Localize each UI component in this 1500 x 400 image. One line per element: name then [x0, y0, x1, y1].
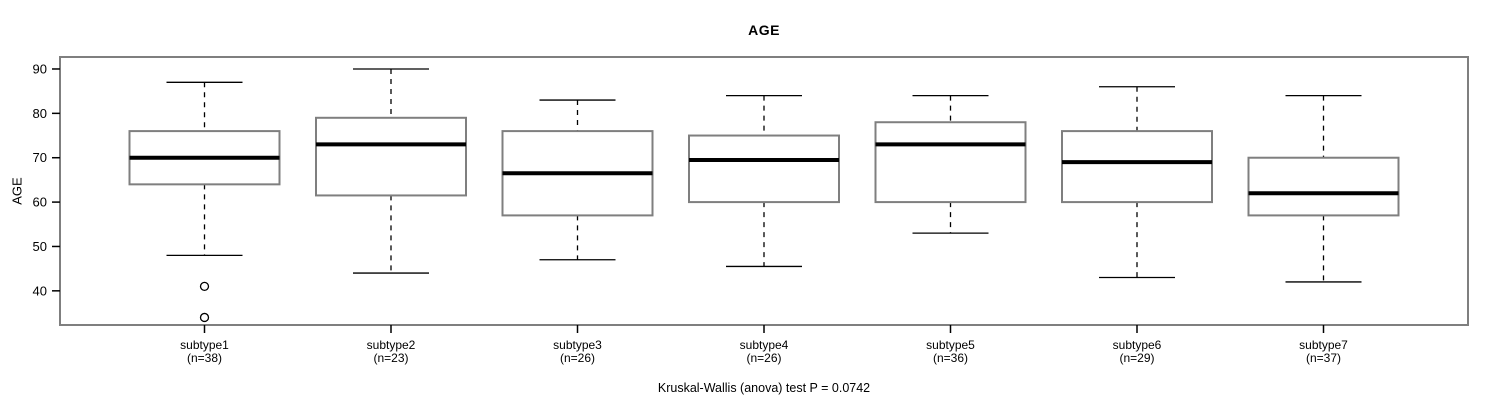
x-label-subtype6: subtype6 [1113, 338, 1162, 352]
iqr-box-subtype5 [874, 121, 1027, 204]
y-tick-label: 60 [33, 195, 47, 210]
y-tick-label: 40 [33, 283, 47, 298]
y-tick-label: 80 [33, 106, 47, 121]
x-label-count-subtype1: (n=38) [187, 351, 222, 365]
iqr-box-subtype2 [315, 116, 467, 197]
iqr-box-subtype6 [1061, 130, 1213, 204]
x-label-count-subtype4: (n=26) [746, 351, 781, 365]
x-label-subtype1: subtype1 [180, 338, 229, 352]
x-label-count-subtype5: (n=36) [933, 351, 968, 365]
y-tick-label: 50 [33, 239, 47, 254]
outlier-point [199, 312, 210, 323]
iqr-box-subtype7 [1247, 156, 1400, 217]
chart-title: AGE [748, 22, 780, 38]
kruskal-wallis-note: Kruskal-Wallis (anova) test P = 0.0742 [657, 381, 871, 395]
x-label-count-subtype3: (n=26) [560, 351, 595, 365]
x-label-subtype2: subtype2 [367, 338, 416, 352]
outlier-point [199, 281, 210, 292]
x-label-subtype7: subtype7 [1299, 338, 1348, 352]
x-label-count-subtype2: (n=23) [373, 351, 408, 365]
y-tick-label: 70 [33, 150, 47, 165]
y-tick-label: 90 [33, 61, 47, 76]
iqr-box-subtype4 [688, 134, 840, 204]
x-label-subtype5: subtype5 [926, 338, 975, 352]
x-label-count-subtype6: (n=29) [1119, 351, 1154, 365]
x-label-count-subtype7: (n=37) [1306, 351, 1341, 365]
x-label-subtype3: subtype3 [553, 338, 602, 352]
x-label-subtype4: subtype4 [740, 338, 789, 352]
